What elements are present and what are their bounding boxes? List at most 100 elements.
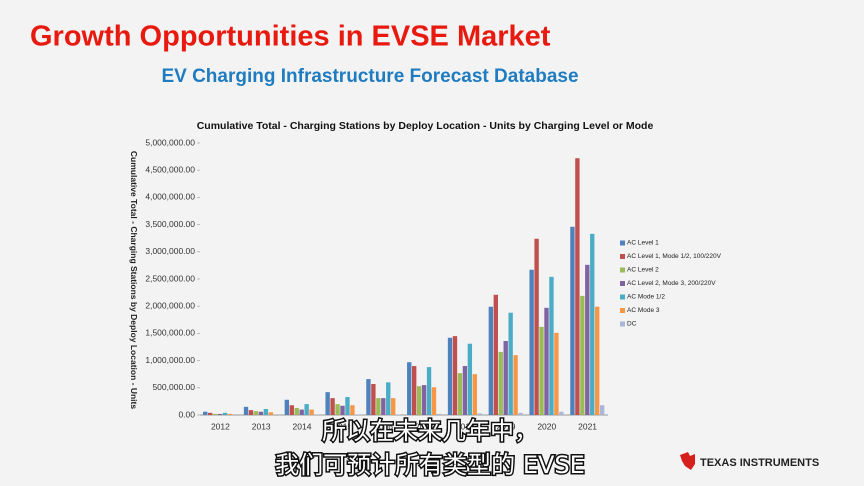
caption: 所以在未来几年中， bbox=[322, 417, 538, 445]
bar bbox=[529, 269, 534, 415]
bar bbox=[508, 312, 513, 415]
legend-label: DC bbox=[627, 321, 637, 328]
caption: 我们可预计所有类型的 EVSE bbox=[275, 451, 585, 479]
legend-label: AC Level 1 bbox=[627, 240, 659, 247]
bar bbox=[268, 412, 273, 415]
bar bbox=[554, 332, 559, 415]
bar bbox=[263, 409, 269, 415]
legend-swatch bbox=[620, 267, 625, 273]
y-tick-label: 0.00 bbox=[178, 409, 195, 419]
bar bbox=[407, 362, 412, 415]
legend-label: AC Mode 1/2 bbox=[627, 294, 665, 301]
bar bbox=[412, 366, 417, 415]
bar bbox=[595, 306, 600, 415]
x-tick-label: 2012 bbox=[211, 421, 230, 431]
bar bbox=[309, 409, 314, 415]
legend-label: AC Level 2, Mode 3, 200/220V bbox=[627, 280, 716, 287]
y-tick-label: 4,000,000.00 bbox=[145, 192, 195, 202]
bar bbox=[208, 412, 213, 415]
x-tick-label: 2017 bbox=[415, 421, 434, 431]
bar bbox=[467, 343, 473, 415]
bar bbox=[575, 158, 580, 415]
bar bbox=[350, 405, 355, 415]
y-tick-label: 4,500,000.00 bbox=[145, 164, 195, 174]
bar bbox=[212, 413, 218, 415]
bar bbox=[284, 399, 290, 415]
bar bbox=[488, 306, 494, 415]
bar bbox=[431, 387, 437, 415]
bar bbox=[289, 405, 294, 415]
bar bbox=[217, 413, 223, 415]
slide-subtitle: EV Charging Infrastructure Forecast Data… bbox=[161, 66, 578, 87]
x-tick-label: 2018 bbox=[456, 421, 475, 431]
bar bbox=[416, 386, 422, 415]
x-tick-label: 2019 bbox=[497, 421, 516, 431]
legend-swatch bbox=[620, 254, 625, 259]
ti-logo: TEXAS INSTRUMENTS bbox=[680, 452, 819, 470]
bar bbox=[299, 409, 304, 415]
bar bbox=[493, 294, 498, 415]
y-axis-label: Cumulative Total - Charging Stations by … bbox=[129, 151, 139, 409]
x-tick-label: 2013 bbox=[252, 421, 271, 431]
bar bbox=[534, 238, 539, 415]
x-tick-label: 2015 bbox=[333, 421, 352, 431]
y-tick-label: 3,000,000.00 bbox=[145, 246, 195, 256]
y-tick-label: 2,000,000.00 bbox=[145, 300, 195, 310]
bar bbox=[498, 351, 503, 415]
chart-title: Cumulative Total - Charging Stations by … bbox=[197, 120, 654, 132]
slide-title: Growth Opportunities in EVSE Market bbox=[30, 21, 551, 53]
bar bbox=[248, 410, 254, 415]
y-tick-label: 5,000,000.00 bbox=[145, 137, 195, 147]
legend-swatch bbox=[620, 308, 625, 313]
legend-label: AC Mode 3 bbox=[627, 307, 660, 314]
y-tick-label: 1,500,000.00 bbox=[145, 328, 195, 338]
bar bbox=[366, 379, 371, 415]
bar bbox=[580, 295, 585, 415]
bar bbox=[345, 397, 350, 415]
x-tick-label: 2021 bbox=[578, 421, 597, 431]
bar bbox=[462, 366, 468, 415]
bar bbox=[590, 233, 595, 415]
bar bbox=[436, 413, 442, 415]
bar bbox=[391, 398, 396, 415]
bar bbox=[452, 336, 458, 415]
bar bbox=[371, 383, 376, 415]
legend-swatch bbox=[620, 240, 625, 246]
bar bbox=[203, 411, 208, 415]
bar bbox=[544, 307, 549, 415]
bar bbox=[539, 326, 544, 415]
bar bbox=[340, 405, 345, 415]
bar bbox=[376, 398, 381, 415]
y-tick-label: 1,000,000.00 bbox=[145, 355, 195, 365]
x-tick-label: 2016 bbox=[374, 421, 393, 431]
bar bbox=[426, 367, 432, 415]
bar bbox=[294, 407, 299, 415]
bar bbox=[513, 355, 518, 415]
logo-text: TEXAS INSTRUMENTS bbox=[700, 457, 819, 469]
bar bbox=[503, 341, 508, 415]
y-tick-label: 500,000.00 bbox=[152, 382, 195, 392]
ti-logo-icon bbox=[680, 452, 695, 470]
bar bbox=[330, 398, 335, 415]
legend-swatch bbox=[620, 321, 625, 327]
bar bbox=[570, 226, 575, 415]
bar bbox=[227, 413, 233, 415]
legend-label: AC Level 2 bbox=[627, 267, 659, 274]
bar bbox=[386, 382, 391, 415]
bar bbox=[395, 414, 401, 415]
y-tick-label: 2,500,000.00 bbox=[145, 273, 195, 283]
legend-label: AC Level 1, Mode 1/2, 100/220V bbox=[627, 253, 722, 260]
bar bbox=[549, 276, 554, 415]
bar bbox=[421, 385, 427, 415]
bar bbox=[477, 413, 482, 415]
bar bbox=[599, 405, 605, 415]
legend-swatch bbox=[620, 281, 625, 286]
bar bbox=[335, 404, 340, 415]
bar bbox=[325, 392, 330, 415]
bar bbox=[381, 398, 386, 415]
bar bbox=[518, 412, 523, 415]
bar bbox=[585, 264, 590, 415]
bar bbox=[222, 412, 228, 415]
x-tick-label: 2020 bbox=[537, 421, 556, 431]
